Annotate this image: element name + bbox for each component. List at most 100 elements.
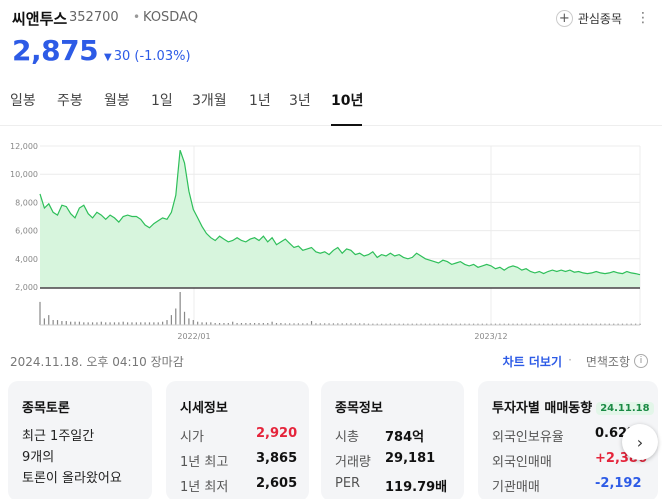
- volume-bar: [179, 292, 181, 325]
- volume-bar: [289, 323, 291, 325]
- card-title: 시세정보: [180, 401, 228, 416]
- change-percent: (-1.03%): [134, 49, 191, 64]
- info-label: 1년 최고: [180, 455, 229, 470]
- volume-bar: [424, 323, 427, 325]
- volume-bar: [595, 323, 597, 325]
- volume-bar: [486, 323, 488, 325]
- volume-bar: [354, 323, 356, 325]
- info-row: 1년 최고 3,865: [180, 451, 297, 476]
- more-chart-link[interactable]: 차트 더보기: [502, 355, 562, 369]
- stock-name: 씨앤투스: [12, 10, 68, 28]
- tab-daily[interactable]: 일봉: [10, 93, 36, 109]
- volume-bar: [258, 323, 260, 325]
- info-label: 1년 최저: [180, 480, 229, 495]
- disclaimer-link[interactable]: 면책조항: [585, 355, 630, 369]
- volume-bar: [306, 323, 308, 325]
- market-name: KOSDAQ: [143, 10, 198, 25]
- volume-bar: [232, 321, 234, 325]
- volume-bar: [210, 322, 212, 325]
- volume-bar: [468, 323, 470, 325]
- next-arrow-button[interactable]: ›: [622, 424, 658, 460]
- stock-info-card[interactable]: 종목정보 시총 784억 거래량 29,181 PER 119.79배: [321, 381, 464, 499]
- tab-weekly[interactable]: 주봉: [57, 93, 83, 109]
- volume-bar: [126, 322, 129, 325]
- chart-footer: 2024.11.18. 오후 04:10 장마감 차트 더보기 · 면책조항 i: [10, 353, 650, 371]
- discussion-line1: 최근 1주일간: [22, 429, 95, 444]
- info-label: PER: [335, 476, 361, 491]
- info-label: 시총: [335, 430, 359, 445]
- date-badge: 24.11.18: [596, 402, 654, 415]
- stock-code: 352700: [69, 10, 119, 25]
- volume-bar: [455, 323, 457, 325]
- x-tick-label: 2022/01: [177, 332, 210, 341]
- volume-bar: [376, 323, 378, 325]
- market-info-card[interactable]: 시세정보 시가 2,920 1년 최고 3,865 1년 최저 2,605: [166, 381, 309, 499]
- volume-bar: [302, 323, 304, 325]
- info-icon[interactable]: i: [634, 354, 648, 368]
- price-area-fill: [40, 150, 640, 287]
- info-row: 1년 최저 2,605: [180, 476, 298, 499]
- volume-bar: [43, 318, 45, 325]
- volume-bar: [543, 323, 545, 325]
- volume-bar: [236, 323, 238, 325]
- volume-bar: [394, 323, 396, 325]
- volume-bar: [556, 323, 558, 325]
- volume-bar: [52, 320, 54, 325]
- price-chart[interactable]: 12,000 10,000 8,000 6,000 4,000 2,000 2022/01 2…: [0, 138, 662, 343]
- x-tick-label: 2023/12: [474, 332, 507, 341]
- volume-bar: [144, 322, 146, 325]
- volume-bar: [188, 318, 190, 325]
- current-price: 2,875: [12, 34, 99, 67]
- y-tick-label: 10,000: [10, 170, 38, 179]
- volume-bar: [446, 323, 448, 325]
- y-tick-label: 12,000: [10, 142, 38, 151]
- volume-bar: [328, 323, 330, 325]
- volume-bar: [389, 323, 391, 325]
- year-low-value: 2,605: [256, 476, 298, 491]
- volume-bar: [547, 323, 549, 325]
- price-line: [39, 150, 641, 276]
- volume-bar: [271, 321, 273, 325]
- change-amount: 30: [113, 49, 131, 64]
- tab-10year[interactable]: 10년: [331, 93, 364, 109]
- volume-bar: [192, 320, 194, 325]
- volume-bar: [48, 315, 50, 325]
- info-row: 기관매매 -2,192: [492, 476, 644, 499]
- volume-bar: [61, 321, 63, 325]
- volume-bar: [411, 323, 413, 325]
- volume-bar: [635, 323, 637, 325]
- investor-trend-card[interactable]: 투자자별 매매동향 24.11.18 외국인보유율 0.62% 외국인매매 +2,…: [478, 381, 658, 499]
- add-watchlist-button[interactable]: + 관심종목: [555, 8, 622, 28]
- volume-bar: [613, 323, 615, 325]
- volume-bar: [433, 323, 435, 325]
- info-row: 시가 2,920: [180, 426, 297, 451]
- volume-bar: [639, 323, 641, 325]
- volume-bar: [70, 321, 72, 325]
- tab-1year[interactable]: 1년: [249, 93, 271, 109]
- y-tick-label: 8,000: [15, 198, 38, 207]
- volume-bar: [512, 323, 514, 325]
- more-options-icon[interactable]: ⋮: [636, 10, 650, 26]
- volume-bar: [324, 323, 326, 325]
- volume-bar: [162, 321, 164, 325]
- price-change: ▼ 30 (-1.03%): [104, 49, 191, 64]
- tab-monthly[interactable]: 월봉: [104, 93, 130, 109]
- active-tab-indicator: [331, 124, 362, 126]
- volume-bar: [345, 323, 348, 325]
- discussion-card[interactable]: 종목토론 최근 1주일간 9개의 토론이 올라왔어요: [8, 381, 152, 499]
- info-label: 시가: [180, 430, 204, 445]
- tab-3month[interactable]: 3개월: [192, 93, 227, 109]
- volume-bar: [214, 323, 216, 325]
- volume-bar: [262, 323, 264, 325]
- volume-bar: [135, 322, 137, 325]
- volume-bar: [516, 323, 518, 325]
- info-row: 외국인매매 +2,386: [492, 451, 647, 476]
- volume-bar: [525, 323, 527, 325]
- tab-1day[interactable]: 1일: [151, 93, 173, 109]
- discussion-line2: 9개의: [22, 450, 55, 465]
- volume-bar: [494, 323, 497, 325]
- investor-title: 투자자별 매매동향: [492, 401, 593, 416]
- tab-3year[interactable]: 3년: [289, 93, 311, 109]
- volume-bar: [608, 323, 610, 325]
- volume-bar: [464, 323, 466, 325]
